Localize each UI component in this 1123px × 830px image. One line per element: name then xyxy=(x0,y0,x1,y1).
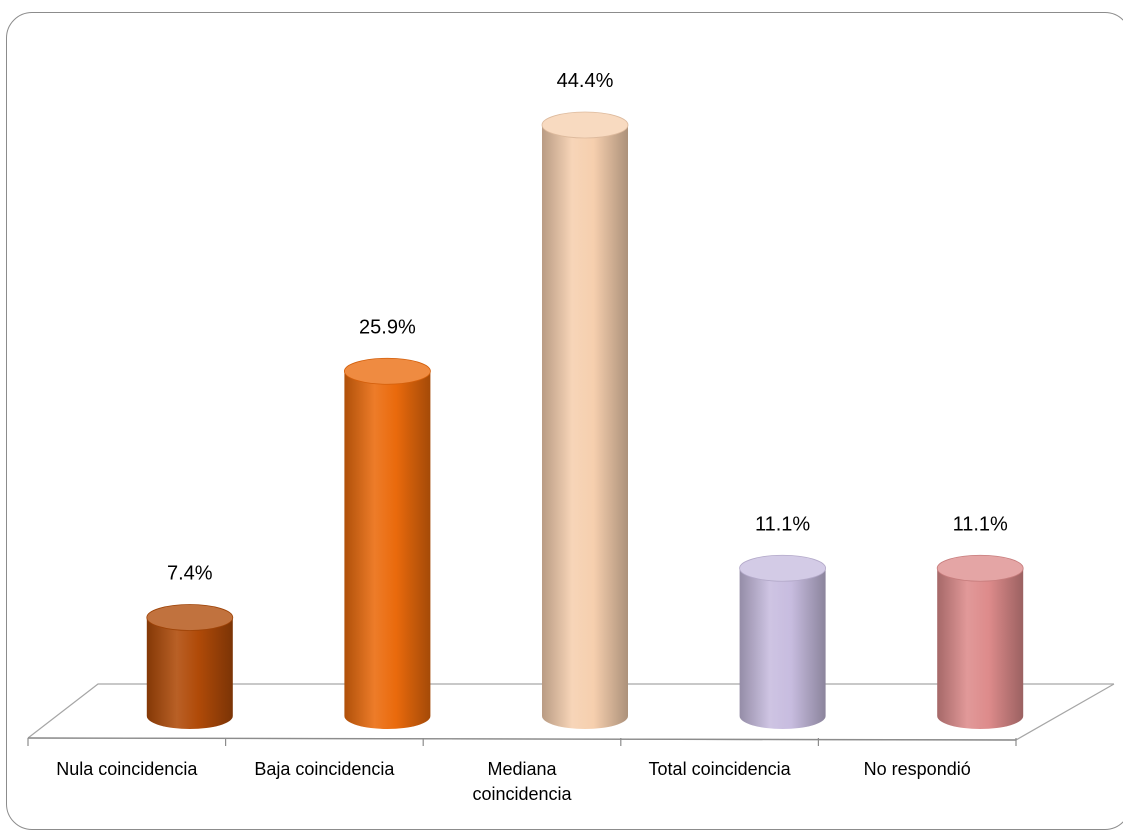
value-label: 25.9% xyxy=(359,316,416,338)
bar-body xyxy=(146,617,233,729)
bar-body xyxy=(542,125,628,729)
bar-body xyxy=(937,568,1024,729)
bar-body xyxy=(739,568,826,729)
bar-top xyxy=(146,604,234,631)
bar-top xyxy=(343,357,431,385)
category-label: Nula coincidencia xyxy=(56,759,198,779)
value-label: 44.4% xyxy=(557,70,614,92)
value-label: 11.1% xyxy=(953,513,1008,535)
bar xyxy=(343,357,431,729)
bar-top xyxy=(739,554,826,582)
x-axis-line xyxy=(27,737,1017,741)
bar xyxy=(739,554,826,729)
category-label: Total coincidencia xyxy=(649,759,792,779)
value-label: 7.4% xyxy=(167,563,213,585)
bar xyxy=(936,554,1024,729)
value-labels-group: 7.4% 25.9% 44.4% 11.1% 11.1% xyxy=(167,70,1008,585)
bars-group xyxy=(146,111,1024,729)
value-label: 11.1% xyxy=(755,513,810,535)
bar xyxy=(146,604,234,729)
bar-top xyxy=(936,554,1024,582)
category-labels-group: Nula coincidencia Baja coincidencia Median… xyxy=(56,759,970,804)
bar xyxy=(541,111,629,729)
category-label: Baja coincidencia xyxy=(254,759,395,779)
category-label: Mediana coincidencia xyxy=(472,759,572,804)
category-label: No respondió xyxy=(864,759,971,779)
bar-body xyxy=(344,371,431,729)
bar-top xyxy=(541,111,629,139)
